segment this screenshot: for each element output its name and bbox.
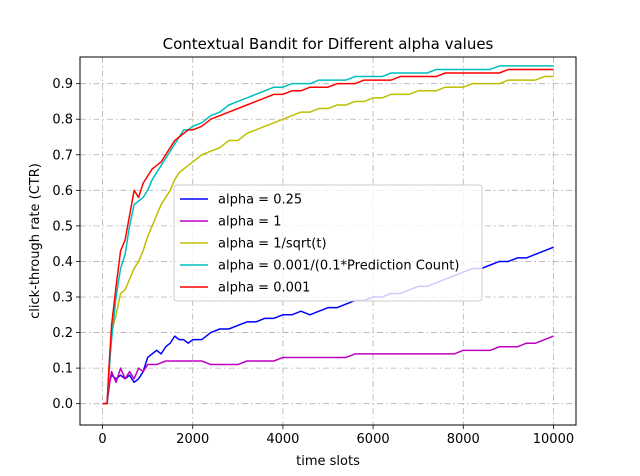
y-axis-label: click-through rate (CTR): [28, 163, 43, 319]
legend-label: alpha = 0.25: [218, 193, 302, 208]
y-tick-label: 0.5: [52, 219, 73, 234]
y-tick-label: 0.3: [52, 291, 73, 306]
legend-label: alpha = 1: [218, 215, 281, 230]
axis-ticks: 0 2000 4000 6000 8000 10000 0.0 0.1 0.2 0.3 0.4 0.5…: [52, 77, 574, 447]
series-line-3: [102, 75, 554, 405]
x-tick-label: 0: [98, 432, 106, 447]
y-tick-label: 0.0: [52, 397, 73, 412]
y-tick-label: 0.7: [52, 148, 73, 163]
legend-label: alpha = 0.001: [218, 281, 310, 296]
series-line-5: [102, 68, 554, 405]
x-tick-label: 8000: [447, 432, 480, 447]
chart-title: Contextual Bandit for Different alpha va…: [163, 35, 494, 53]
x-axis-label: time slots: [296, 454, 360, 469]
y-tick-label: 0.9: [52, 77, 73, 92]
y-tick-label: 0.6: [52, 184, 73, 199]
x-tick-label: 4000: [266, 432, 299, 447]
series-line-4: [102, 65, 554, 405]
y-tick-label: 0.8: [52, 113, 73, 128]
y-tick-label: 0.1: [52, 362, 73, 377]
legend: alpha = 0.25 alpha = 1 alpha = 1/sqrt(t) al…: [173, 184, 483, 302]
series-line-2: [102, 335, 554, 405]
x-tick-label: 10000: [533, 432, 574, 447]
legend-label: alpha = 0.001/(0.1*Prediction Count): [218, 259, 459, 274]
y-tick-label: 0.2: [52, 326, 73, 341]
y-tick-label: 0.4: [52, 255, 73, 270]
legend-label: alpha = 1/sqrt(t): [218, 237, 327, 252]
x-tick-label: 2000: [176, 432, 209, 447]
legend-box: [173, 184, 483, 302]
plot-frame: [79, 56, 577, 426]
x-tick-label: 6000: [357, 432, 390, 447]
